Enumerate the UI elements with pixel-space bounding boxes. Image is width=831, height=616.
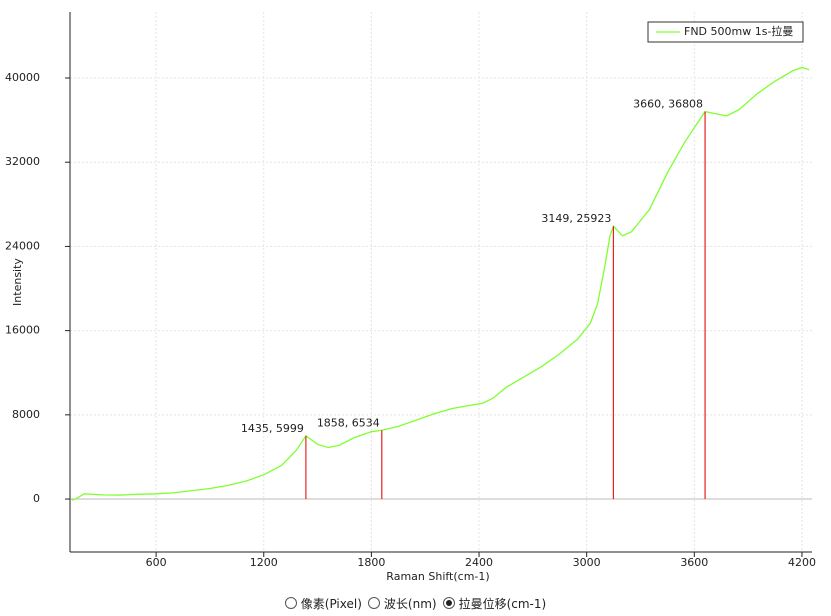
y-tick-label: 16000 [5, 324, 40, 337]
radio-label: 像素(Pixel) [300, 596, 362, 611]
peak-label: 1435, 5999 [241, 422, 304, 435]
radio-button[interactable] [284, 597, 297, 609]
x-axis-label: Raman Shift(cm-1) [386, 570, 489, 583]
x-tick-label: 600 [146, 556, 167, 569]
peak-label: 1858, 6534 [317, 416, 380, 429]
radio-label: 拉曼位移(cm-1) [458, 596, 547, 611]
x-tick-label: 1800 [357, 556, 385, 569]
x-tick-label: 1200 [250, 556, 278, 569]
legend-label: FND 500mw 1s-拉曼 [684, 24, 793, 38]
legend-box [647, 21, 804, 43]
x-tick-label: 2400 [465, 556, 493, 569]
peak-label: 3660, 36808 [633, 98, 703, 111]
radio-label: 波长(nm) [383, 596, 437, 611]
y-tick-label: 40000 [5, 71, 40, 84]
y-axis-label: Intensity [11, 258, 24, 306]
y-tick-label: 0 [33, 492, 40, 505]
y-tick-label: 32000 [5, 155, 40, 168]
radio-option[interactable]: 波长(nm) [367, 595, 437, 612]
data-line [71, 66, 810, 501]
y-tick-label: 24000 [5, 239, 40, 252]
x-tick-label: 4200 [788, 556, 816, 569]
y-tick-label: 8000 [12, 408, 40, 421]
radio-button[interactable] [442, 597, 455, 609]
radio-button[interactable] [367, 597, 380, 609]
radio-option[interactable]: 拉曼位移(cm-1) [442, 595, 547, 612]
peak-label: 3149, 25923 [541, 212, 611, 225]
radio-option[interactable]: 像素(Pixel) [284, 595, 362, 612]
x-tick-label: 3600 [680, 556, 708, 569]
x-tick-label: 3000 [573, 556, 601, 569]
chart: Raman Shift(cm-1) Intensity 0 8000 16000 24… [5, 12, 816, 583]
mode-selector: 像素(Pixel) 波长(nm) 拉曼位移(cm-1) [0, 592, 831, 614]
